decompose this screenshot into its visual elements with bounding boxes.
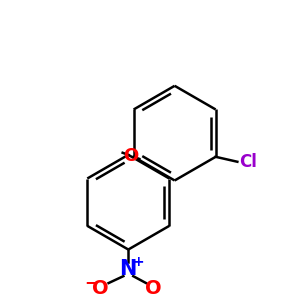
Text: O: O <box>123 147 139 165</box>
Text: N: N <box>120 259 137 279</box>
Text: +: + <box>132 255 144 269</box>
Text: −: − <box>84 273 98 291</box>
Text: Cl: Cl <box>239 153 257 171</box>
Text: O: O <box>145 280 161 298</box>
Text: O: O <box>92 280 109 298</box>
